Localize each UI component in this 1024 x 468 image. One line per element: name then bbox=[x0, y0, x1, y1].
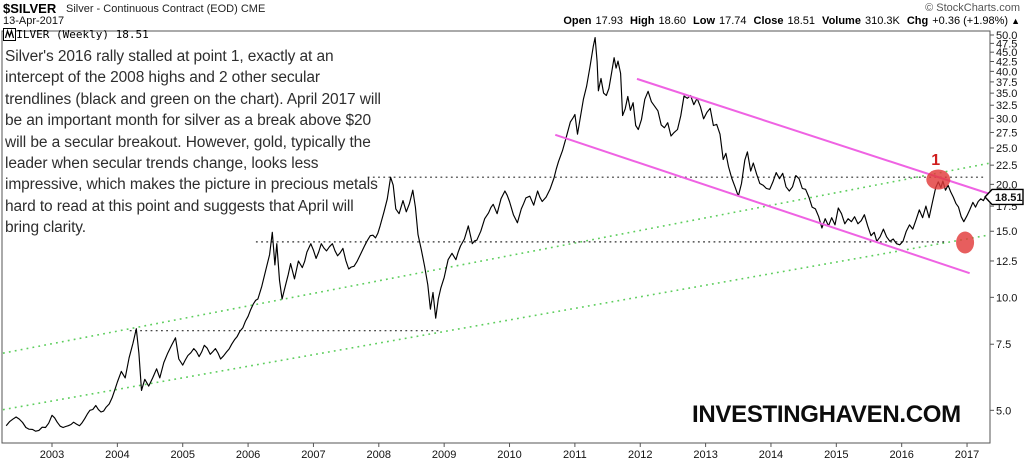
symbol: $SILVER bbox=[3, 1, 57, 16]
x-axis-label: 2013 bbox=[693, 449, 717, 461]
y-axis-label: 7.5 bbox=[996, 339, 1011, 351]
y-axis-label: 27.5 bbox=[996, 127, 1017, 139]
analyst-annotation-text: Silver's 2016 rally stalled at point 1, … bbox=[5, 48, 381, 237]
symbol-description: Silver - Continuous Contract (EOD) CME bbox=[66, 3, 266, 15]
x-axis-label: 2007 bbox=[301, 449, 325, 461]
change-up-arrow-icon: ▲ bbox=[1011, 16, 1020, 26]
x-axis-label: 2005 bbox=[170, 449, 194, 461]
quote-open-label: Open bbox=[563, 15, 592, 27]
point-1-circle-marker bbox=[926, 169, 951, 190]
quote-low-label: Low bbox=[693, 15, 716, 27]
y-axis-label: 42.5 bbox=[996, 56, 1017, 68]
series-legend-label: $SILVER (Weekly) 18.51 bbox=[3, 28, 149, 41]
y-axis-label: 47.5 bbox=[996, 38, 1017, 50]
point-1-label-marker: 1 bbox=[931, 152, 940, 169]
y-axis-label: 5.0 bbox=[996, 405, 1011, 417]
x-axis-label: 2015 bbox=[824, 449, 848, 461]
y-axis-label: 32.5 bbox=[996, 100, 1017, 112]
x-axis-label: 2003 bbox=[40, 449, 64, 461]
quote-close-value: 18.51 bbox=[787, 15, 816, 27]
x-axis-label: 2010 bbox=[497, 449, 521, 461]
x-axis-label: 2009 bbox=[432, 449, 456, 461]
plot-border bbox=[1, 30, 991, 444]
secular-uptrend-lower-trendline bbox=[2, 234, 989, 411]
y-axis-label: 12.5 bbox=[996, 256, 1017, 268]
quote-volume-value: 310.3K bbox=[864, 15, 900, 27]
quote-high-value: 18.60 bbox=[658, 15, 687, 27]
quote-open-value: 17.93 bbox=[595, 15, 624, 27]
x-axis-label: 2008 bbox=[367, 449, 391, 461]
y-axis-label: 15.0 bbox=[996, 226, 1017, 238]
y-axis-label: 22.5 bbox=[996, 160, 1017, 172]
y-axis-label: 50.0 bbox=[996, 30, 1017, 42]
quote-volume-label: Volume bbox=[822, 15, 861, 27]
x-axis-label: 2011 bbox=[563, 449, 587, 461]
silver-price-line bbox=[5, 37, 986, 432]
quote-chg-label: Chg bbox=[906, 15, 929, 27]
last-price-tag-value: 18.51 bbox=[995, 192, 1023, 204]
x-axis-label: 2016 bbox=[889, 449, 913, 461]
y-axis-label: 45.0 bbox=[996, 47, 1017, 59]
chart-icon bbox=[3, 28, 16, 41]
x-axis-label: 2017 bbox=[955, 449, 979, 461]
series-legend: $SILVER (Weekly) 18.51 bbox=[3, 28, 149, 41]
quote-line: Open 17.93 High 18.60 Low 17.74 Close 18.51 Volu… bbox=[556, 15, 1020, 27]
quote-high-label: High bbox=[630, 15, 655, 27]
x-axis-label: 2006 bbox=[236, 449, 260, 461]
secular-downtrend-lower-trendline bbox=[554, 133, 970, 275]
y-axis-label: 35.0 bbox=[996, 88, 1017, 100]
stockcharts-credit: © StockCharts.com bbox=[925, 2, 1020, 14]
quote-close-label: Close bbox=[753, 15, 784, 27]
x-axis-label: 2004 bbox=[105, 449, 129, 461]
y-axis-label: 25.0 bbox=[996, 143, 1017, 155]
y-axis-label: 37.5 bbox=[996, 77, 1017, 89]
chart-date: 13-Apr-2017 bbox=[3, 15, 65, 27]
intersection-circle-marker bbox=[956, 231, 975, 254]
y-axis-label: 40.0 bbox=[996, 66, 1017, 78]
quote-low-value: 17.74 bbox=[719, 15, 747, 27]
quote-chg-value: +0.36 (+1.98%) bbox=[932, 15, 1009, 27]
y-axis-label: 20.0 bbox=[996, 179, 1017, 191]
investinghaven-watermark: INVESTINGHAVEN.COM bbox=[692, 401, 961, 428]
y-axis-label: 10.0 bbox=[996, 292, 1017, 304]
x-axis-label: 2012 bbox=[628, 449, 652, 461]
x-axis-label: 2014 bbox=[759, 449, 783, 461]
last-price-tag bbox=[984, 188, 1024, 206]
y-axis-label: 30.0 bbox=[996, 113, 1017, 125]
